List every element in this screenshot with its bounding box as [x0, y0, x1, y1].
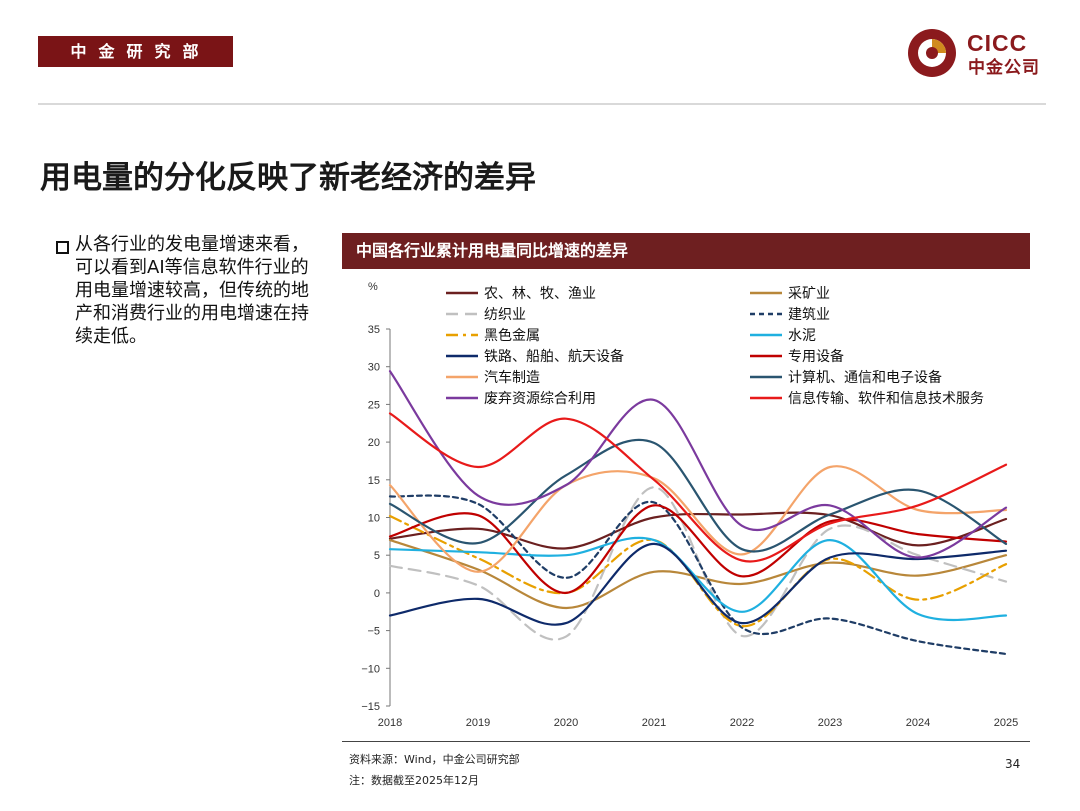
- logo-en: CICC: [967, 30, 1028, 56]
- series-line-8: [388, 465, 1008, 573]
- x-tick-label: 2021: [642, 717, 666, 729]
- y-tick-label: 15: [368, 475, 380, 487]
- legend-label-10: 废弃资源综合利用: [484, 391, 596, 407]
- series-line-7: [388, 504, 1008, 595]
- legend-label-0: 农、林、牧、渔业: [484, 286, 596, 302]
- series-line-6: [388, 542, 1008, 626]
- legend-label-9: 计算机、通信和电子设备: [788, 369, 942, 386]
- series-line-3: [388, 494, 1008, 656]
- y-tick-label: 0: [374, 588, 380, 600]
- series-line-5: [388, 536, 1008, 622]
- series-line-9: [388, 438, 1008, 553]
- series-line-1: [388, 539, 1008, 610]
- cicc-logo-icon: [908, 29, 956, 77]
- x-tick-label: 2020: [554, 717, 578, 729]
- dept-label: 中金研究部: [38, 36, 233, 67]
- legend-label-6: 铁路、船舶、航天设备: [484, 348, 624, 365]
- header-divider: [38, 103, 1046, 105]
- series-line-10: [388, 370, 1008, 559]
- y-tick-label: 5: [374, 550, 380, 562]
- x-tick-label: 2022: [730, 717, 754, 729]
- chart-title: 中国各行业累计用电量同比增速的差异: [342, 233, 1030, 269]
- series-line-11: [388, 412, 1008, 563]
- y-tick-label: 10: [368, 513, 380, 525]
- x-tick-label: 2024: [906, 717, 930, 729]
- legend-label-1: 采矿业: [788, 286, 830, 302]
- legend-label-8: 汽车制造: [484, 369, 540, 386]
- legend-label-2: 纺织业: [484, 307, 526, 323]
- y-tick-label: 30: [368, 362, 380, 374]
- y-tick-label: 25: [368, 399, 380, 411]
- page-number: 34: [1005, 757, 1021, 771]
- y-axis-unit: %: [368, 281, 378, 293]
- footer-divider: [342, 741, 1030, 742]
- y-tick-label: 20: [368, 437, 380, 449]
- y-tick-label: 35: [368, 324, 380, 336]
- y-tick-label: −10: [361, 663, 380, 675]
- y-tick-label: −15: [361, 701, 380, 713]
- x-tick-label: 2019: [466, 717, 490, 729]
- series-line-2: [388, 486, 1008, 641]
- source-note: 资料来源：Wind，中金公司研究部: [349, 753, 520, 766]
- legend-label-5: 水泥: [788, 328, 816, 344]
- x-tick-label: 2025: [994, 717, 1018, 729]
- bullet-text: 从各行业的发电量增速来看，可以看到AI等信息软件行业的用电量增速较高，但传统的地…: [75, 234, 309, 347]
- x-tick-label: 2018: [378, 717, 402, 729]
- legend-label-4: 黑色金属: [484, 327, 540, 344]
- data-note: 注：数据截至2025年12月: [349, 774, 479, 787]
- y-tick-label: −5: [367, 626, 380, 638]
- series-line-0: [388, 511, 1008, 550]
- page-title: 用电量的分化反映了新老经济的差异: [40, 160, 536, 196]
- logo-cn: 中金公司: [968, 58, 1040, 78]
- legend-label-3: 建筑业: [788, 307, 830, 323]
- x-tick-label: 2023: [818, 717, 842, 729]
- legend-label-11: 信息传输、软件和信息技术服务: [788, 390, 984, 407]
- bullet-square-icon: [56, 241, 69, 254]
- legend-label-7: 专用设备: [788, 348, 844, 365]
